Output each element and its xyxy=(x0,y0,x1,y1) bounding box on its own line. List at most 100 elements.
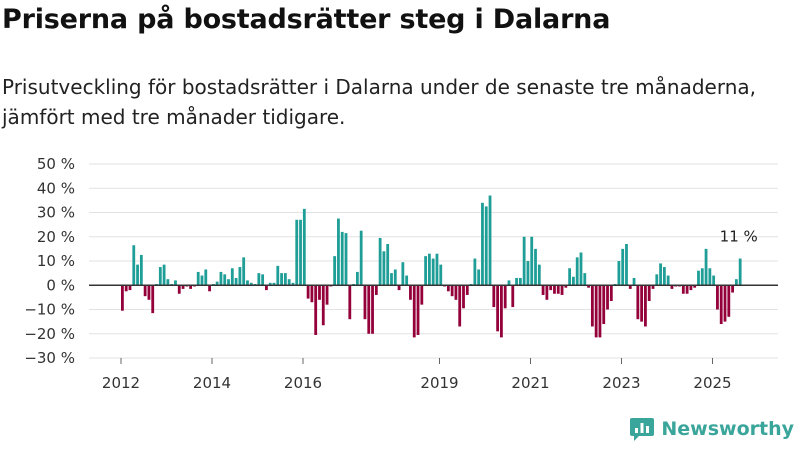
bar xyxy=(621,248,625,286)
bar xyxy=(227,279,230,286)
y-axis-ticks: −30 % −20 % −10 % 0 % 10 % 20 % 30 % 40 % 50 % xyxy=(24,155,75,367)
bar xyxy=(530,236,534,286)
bar xyxy=(427,253,431,286)
bar xyxy=(189,285,193,289)
bar xyxy=(280,273,283,286)
bar xyxy=(283,273,287,286)
bar xyxy=(488,195,492,286)
bar xyxy=(424,256,427,286)
bar xyxy=(272,282,276,286)
bar xyxy=(697,270,700,286)
bar xyxy=(359,230,363,286)
bar xyxy=(355,271,359,286)
bar xyxy=(276,265,280,286)
bar xyxy=(579,252,583,286)
bar xyxy=(261,274,265,286)
bar xyxy=(575,257,579,286)
bar xyxy=(731,285,734,293)
bar xyxy=(454,285,458,300)
bar xyxy=(655,274,659,286)
bar xyxy=(522,236,526,286)
bar xyxy=(409,285,412,300)
y-tick-label: 10 % xyxy=(37,252,75,270)
bar xyxy=(693,285,697,288)
x-tick-label: 2016 xyxy=(284,374,322,392)
bar xyxy=(644,285,647,327)
bar xyxy=(230,268,234,286)
bar xyxy=(515,277,518,286)
bar xyxy=(200,275,204,286)
bar xyxy=(500,285,503,338)
bar xyxy=(420,285,424,305)
bar xyxy=(625,244,628,286)
bar xyxy=(340,231,344,286)
bar xyxy=(484,206,488,286)
bar xyxy=(640,285,644,322)
bar xyxy=(121,285,124,311)
y-tick-label: 0 % xyxy=(46,276,75,294)
bar xyxy=(128,285,132,291)
bar xyxy=(477,269,481,286)
bar xyxy=(204,269,208,286)
bar xyxy=(473,258,477,286)
bar xyxy=(507,280,511,286)
bar xyxy=(594,285,598,338)
bar xyxy=(545,285,549,300)
bar xyxy=(181,285,185,289)
bar xyxy=(318,285,321,300)
bar xyxy=(556,285,560,294)
brand-name: Newsworthy xyxy=(661,418,794,440)
chart-subtitle: Prisutveckling för bostadsrätter i Dalar… xyxy=(2,75,756,129)
bar xyxy=(704,248,708,286)
bar xyxy=(651,285,655,289)
newsworthy-logo: Newsworthy xyxy=(629,416,794,442)
bar xyxy=(374,285,378,295)
bar xyxy=(325,285,329,305)
bar xyxy=(727,285,731,317)
bar xyxy=(249,282,253,286)
bar xyxy=(537,264,541,286)
bar xyxy=(716,285,719,310)
bar xyxy=(136,264,139,286)
bar xyxy=(234,277,238,286)
bar xyxy=(215,281,219,286)
bar xyxy=(670,285,674,289)
bar xyxy=(534,248,537,286)
bar xyxy=(344,233,348,286)
x-tick-label: 2025 xyxy=(693,374,731,392)
bar xyxy=(382,251,386,286)
bar xyxy=(647,285,651,302)
y-tick-label: 20 % xyxy=(37,228,75,246)
bar xyxy=(568,268,572,286)
latest-value-label: 11 % xyxy=(720,228,758,246)
bar xyxy=(553,285,556,294)
bar xyxy=(246,280,249,286)
bar xyxy=(689,285,693,291)
bar xyxy=(314,285,318,335)
bar xyxy=(598,285,602,338)
bar xyxy=(481,202,484,286)
bar xyxy=(265,285,268,291)
y-tick-label: −20 % xyxy=(24,325,75,343)
bar xyxy=(416,285,420,335)
bar xyxy=(435,253,439,286)
bar xyxy=(268,282,272,286)
bar xyxy=(681,285,685,294)
bar xyxy=(587,285,590,288)
bar xyxy=(617,261,621,286)
bar xyxy=(450,285,454,297)
bar xyxy=(738,258,742,286)
bar xyxy=(310,285,314,303)
x-tick-label: 2012 xyxy=(102,374,140,392)
x-tick-label: 2019 xyxy=(420,374,458,392)
y-tick-label: 30 % xyxy=(37,204,75,222)
bar xyxy=(496,285,500,332)
bar xyxy=(363,285,367,320)
bar xyxy=(412,285,416,338)
bar xyxy=(431,258,435,286)
bar xyxy=(151,285,155,314)
bar xyxy=(666,275,670,286)
bar xyxy=(177,285,181,294)
bar xyxy=(208,285,211,292)
bar xyxy=(708,268,712,286)
